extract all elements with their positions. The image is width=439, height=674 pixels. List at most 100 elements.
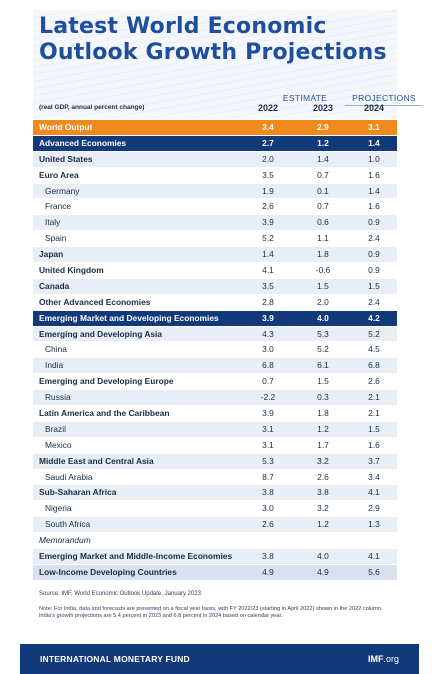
table-row: Low-Income Developing Countries 4.9 4.9 5.6 (33, 564, 397, 581)
value-2022: 5.3 (262, 455, 274, 466)
row-label: Nigeria (45, 503, 72, 514)
value-2024: 2.1 (368, 392, 380, 403)
value-2022: 3.1 (262, 423, 274, 434)
row-label: South Africa (45, 519, 91, 530)
estimate-header: ESTIMATE (282, 93, 328, 103)
footer-website[interactable]: IMF.org (368, 654, 399, 664)
value-2023: 6.1 (317, 360, 329, 371)
table-row: Saudi Arabia 8.7 2.6 3.4 (33, 470, 397, 486)
value-2024: 3.1 (368, 122, 380, 132)
table-row: Sub-Saharan Africa 3.8 3.8 4.1 (33, 485, 397, 502)
units-note: (real GDP, annual percent change) (39, 104, 145, 111)
value-2023: 1.5 (317, 376, 329, 387)
footer-site-suffix: .org (383, 654, 399, 664)
value-2023: 2.0 (317, 296, 329, 307)
table-row: United States 2.0 1.4 1.0 (33, 151, 397, 168)
row-label: Spain (45, 233, 67, 244)
table-row: Brazil 3.1 1.2 1.5 (33, 421, 397, 438)
row-label: Brazil (45, 423, 66, 434)
footer-site-main: IMF (367, 654, 384, 664)
row-label: Russia (45, 392, 71, 403)
value-2022: 2.6 (262, 519, 274, 530)
value-2022: 2.7 (262, 137, 274, 148)
year-2023: 2023 (312, 103, 334, 113)
row-label: Emerging Market and Middle-Income Econom… (39, 551, 233, 562)
value-2023: 0.1 (317, 185, 329, 196)
value-2024: 4.1 (368, 487, 380, 498)
year-2022: 2022 (257, 103, 279, 113)
value-2022: 2.0 (262, 153, 274, 164)
row-label: United States (39, 153, 93, 164)
value-2023: 1.2 (317, 137, 329, 148)
value-2022: 3.0 (262, 503, 274, 514)
table-row: Emerging Market and Middle-Income Econom… (33, 549, 397, 565)
row-label: France (45, 201, 72, 212)
value-2024: 3.7 (368, 455, 380, 466)
value-2024: 2.9 (368, 503, 380, 514)
row-label: Japan (39, 249, 64, 260)
row-label: Sub-Saharan Africa (39, 487, 117, 498)
table-row: Memorandum (33, 533, 397, 550)
footer-org-name: INTERNATIONAL MONETARY FUND (40, 654, 190, 664)
value-2022: 3.5 (262, 169, 274, 180)
value-2022: 3.1 (262, 439, 274, 450)
row-label: Middle East and Central Asia (39, 455, 154, 466)
value-2023: 1.2 (317, 423, 329, 434)
value-2023: 4.9 (317, 566, 329, 577)
title-line-1: Latest World Economic (39, 14, 327, 39)
value-2023: 5.3 (317, 328, 329, 339)
value-2023: 3.8 (317, 487, 329, 498)
row-label: Italy (45, 217, 61, 228)
value-2024: 2.1 (368, 408, 380, 419)
table-row: South Africa 2.6 1.2 1.3 (33, 517, 397, 534)
value-2022: 6.8 (262, 360, 274, 371)
value-2023: 1.8 (317, 408, 329, 419)
value-2022: 3.8 (262, 551, 274, 562)
value-2022: 4.1 (262, 265, 274, 276)
table-row: Nigeria 3.0 3.2 2.9 (33, 501, 397, 518)
value-2022: 3.5 (262, 280, 274, 291)
row-label: Memorandum (39, 535, 91, 546)
value-2023: 5.2 (317, 344, 329, 355)
table-row: Emerging and Developing Asia 4.3 5.3 5.2 (33, 326, 397, 343)
value-2023: 3.2 (317, 455, 329, 466)
value-2023: 3.2 (317, 503, 329, 514)
table-row: Middle East and Central Asia 5.3 3.2 3.7 (33, 453, 397, 470)
value-2024: 1.3 (368, 519, 380, 530)
footnote: Note: For India, data and forecasts are … (39, 606, 383, 620)
value-2024: 2.4 (368, 296, 380, 307)
value-2022: 1.9 (262, 185, 274, 196)
value-2023: 1.2 (317, 519, 329, 530)
value-2023: 4.0 (317, 551, 329, 562)
value-2024: 1.6 (368, 201, 380, 212)
table-row: India 6.8 6.1 6.8 (33, 358, 397, 375)
table-row: Emerging and Developing Europe 0.7 1.5 2.6 (33, 374, 397, 391)
value-2024: 0.9 (368, 249, 380, 260)
row-label: Saudi Arabia (45, 471, 93, 482)
value-2022: 0.7 (262, 376, 274, 387)
table-row: France 2.6 0.7 1.6 (33, 199, 397, 216)
value-2024: 1.4 (368, 185, 380, 196)
row-label: World Output (39, 122, 93, 132)
table-row: Other Advanced Economies 2.8 2.0 2.4 (33, 295, 397, 311)
row-label: Euro Area (39, 169, 79, 180)
title-line-2: Outlook Growth Projections (39, 40, 387, 65)
value-2022: 3.8 (262, 487, 274, 498)
row-label: Mexico (45, 439, 72, 450)
value-2022: 3.9 (262, 217, 274, 228)
value-2024: 0.9 (368, 265, 380, 276)
value-2023: -0.6 (315, 265, 331, 276)
value-2024: 1.5 (368, 423, 380, 434)
table-row: China 3.0 5.2 4.5 (33, 342, 397, 359)
value-2022: 3.9 (262, 408, 274, 419)
value-2024: 2.6 (368, 376, 380, 387)
row-label: India (45, 360, 64, 371)
value-2024: 4.1 (368, 551, 380, 562)
value-2024: 3.4 (368, 471, 380, 482)
year-2024: 2024 (363, 103, 385, 113)
row-label: Germany (45, 185, 80, 196)
projections-table: World Output 3.4 2.9 3.1 Advanced Economies 2… (33, 120, 397, 581)
value-2023: 1.1 (317, 233, 329, 244)
value-2022: 4.3 (262, 328, 274, 339)
value-2022: 2.8 (262, 296, 274, 307)
